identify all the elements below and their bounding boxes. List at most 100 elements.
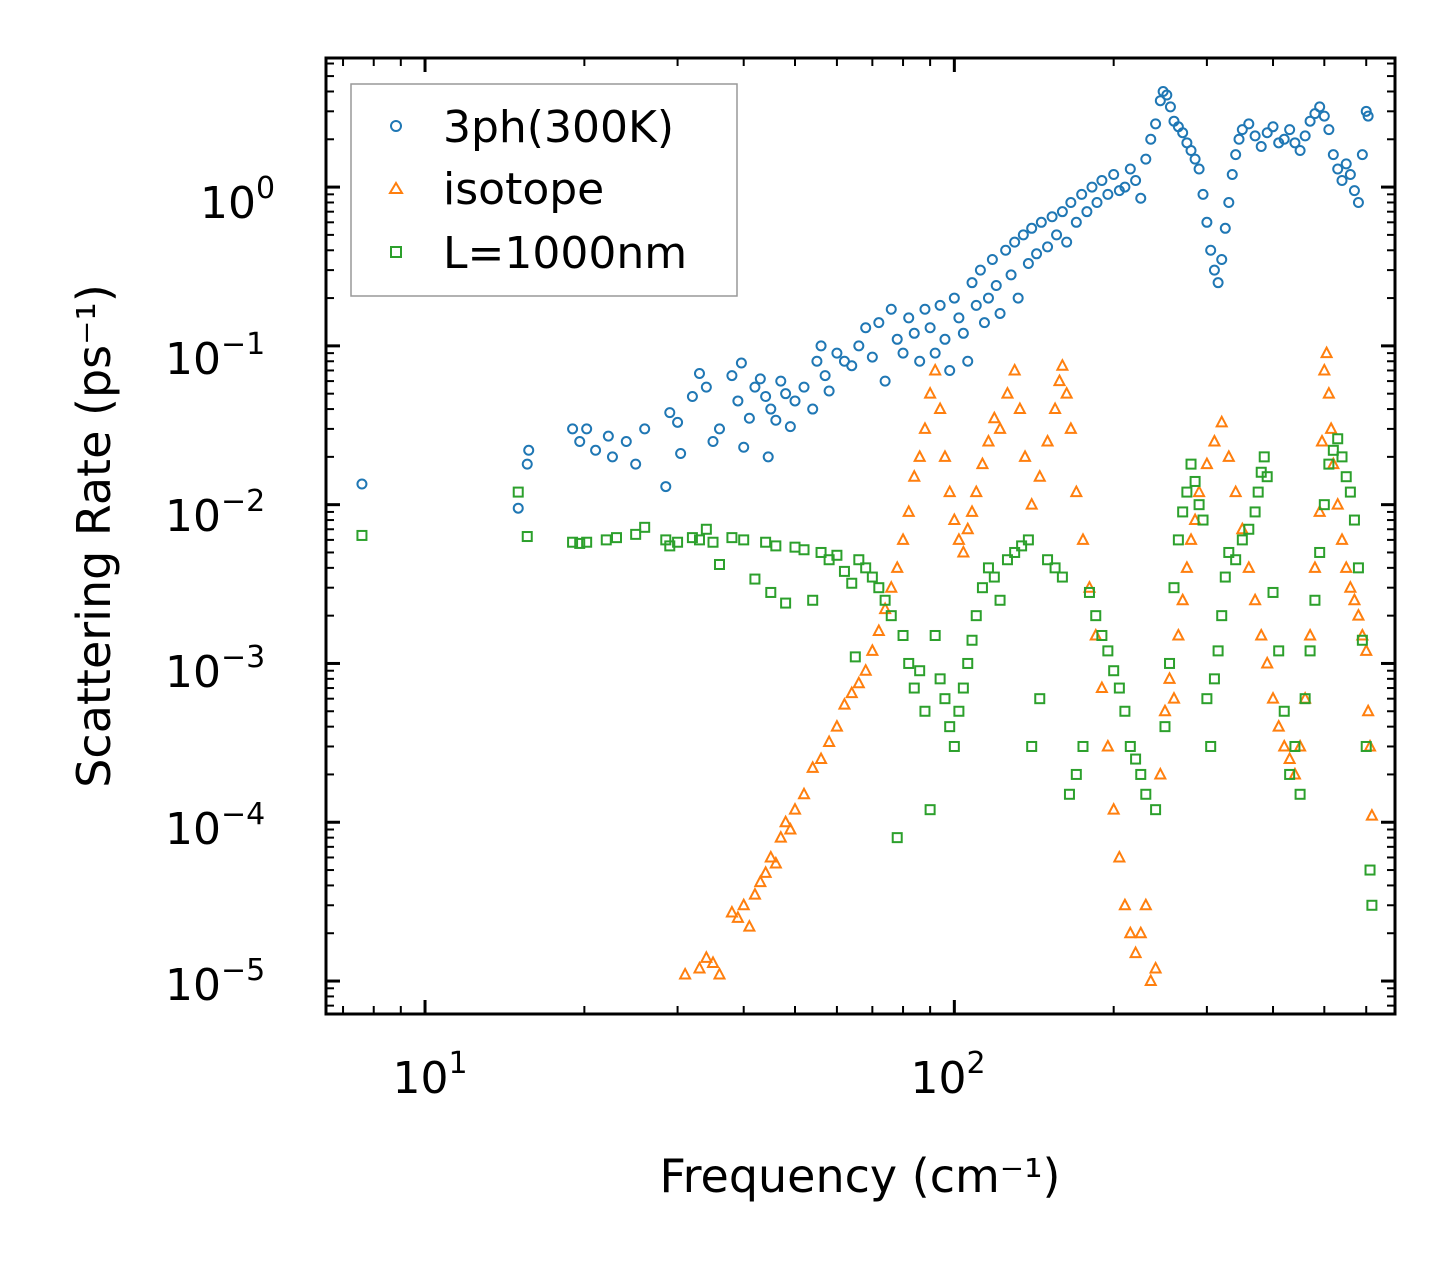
data-point [1294,788,1306,800]
data-point [1009,236,1021,248]
data-point [700,523,712,535]
data-point [807,594,819,606]
data-point [693,534,705,546]
data-point [1233,133,1245,145]
data-point [1282,751,1297,765]
data-point [873,582,885,594]
data-point [693,367,705,379]
data-point [660,481,672,493]
data-point [807,403,819,415]
data-point [1009,546,1021,558]
data-point [1261,127,1273,139]
data-point [919,303,931,315]
data-point [981,433,996,447]
tick-layer [326,58,1395,1014]
y-tick-label-1e-3: 10−3 [165,640,265,698]
data-point [1150,118,1162,130]
data-point [1319,345,1334,359]
data-point [784,421,796,433]
data-point [1171,627,1186,641]
data-point [1216,253,1228,265]
data-point [1096,175,1108,187]
data-point [1145,133,1157,145]
data-point [1355,627,1370,641]
data-point [1208,673,1220,685]
data-point [567,423,579,435]
data-point [1022,258,1034,270]
data-point [1185,144,1197,156]
data-point [957,682,969,694]
data-point [1193,163,1205,175]
data-point [846,577,858,589]
data-point [1164,101,1176,113]
data-point [965,504,979,517]
data-point [1254,627,1268,641]
data-point [1324,421,1338,434]
data-point [749,573,761,585]
data-point [831,549,843,561]
data-point [1052,373,1067,387]
data-point [962,657,974,669]
data-point [1185,458,1197,470]
data-point [975,456,990,470]
data-point [1025,497,1039,510]
data-point [1013,401,1027,415]
data-point [1223,196,1235,208]
data-point [678,966,692,980]
data-point [1102,188,1114,200]
data-point [988,571,1000,583]
data-point [789,541,801,553]
data-point [1294,144,1306,156]
data-point [1148,960,1163,974]
data-point [1056,571,1068,583]
data-point [686,532,698,544]
data-point [924,322,936,334]
y-tick-label-1e-4: 10−4 [165,797,265,855]
data-point [982,562,994,574]
data-point [1335,532,1349,545]
data-point [1033,469,1047,482]
data-point [1362,110,1374,122]
series-1 [678,345,1379,987]
data-point [974,264,986,276]
data-point [948,740,960,752]
data-point [1314,101,1326,113]
data-point [1205,244,1217,256]
data-point [521,531,533,543]
data-point [1340,471,1352,483]
series-0 [356,85,1374,514]
data-point [1313,504,1327,517]
data-point [1000,386,1015,399]
data-point [860,322,872,334]
data-point [1201,693,1213,705]
data-point [1042,554,1054,566]
data-point [943,484,957,498]
data-point [1336,451,1348,463]
data-point [966,277,978,289]
data-point [918,421,932,434]
data-point [1130,753,1142,765]
data-point [1134,925,1148,939]
data-point [1046,211,1058,223]
data-point [837,697,852,710]
data-point [896,532,910,545]
data-point [1243,523,1255,535]
data-point [933,401,947,415]
data-point [1304,645,1316,657]
data-point [731,910,745,923]
data-point [986,253,998,265]
data-point [1347,592,1362,606]
data-point [732,395,744,407]
data-point [798,544,810,556]
data-point [1278,705,1290,717]
data-point [1059,386,1074,399]
data-point [1236,534,1248,546]
data-point [1091,196,1103,208]
data-point [1108,169,1120,181]
data-point [929,347,941,359]
data-point [1222,449,1236,462]
data-point [978,317,990,329]
data-point [523,444,535,456]
data-point [914,665,926,677]
data-point [1255,141,1267,153]
